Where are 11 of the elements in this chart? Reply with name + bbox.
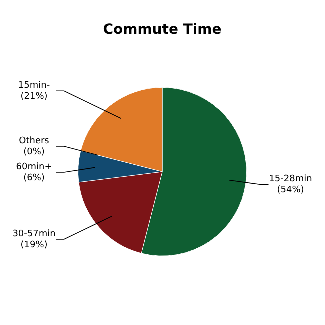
data-label: (21%) [20,92,48,102]
slice-label: 15min- [18,80,50,91]
slice-label: 15-28min [269,174,312,185]
data-label: (54%) [277,186,304,196]
slice-label: 60min+ [16,162,52,172]
data-label: (6%) [24,173,45,184]
text: (0%) [24,147,45,158]
category-label: Others [19,136,50,146]
chart-title: Commute Time [103,22,222,38]
slice-label: 30-57min [12,229,56,240]
data-label: (19%) [20,240,48,250]
